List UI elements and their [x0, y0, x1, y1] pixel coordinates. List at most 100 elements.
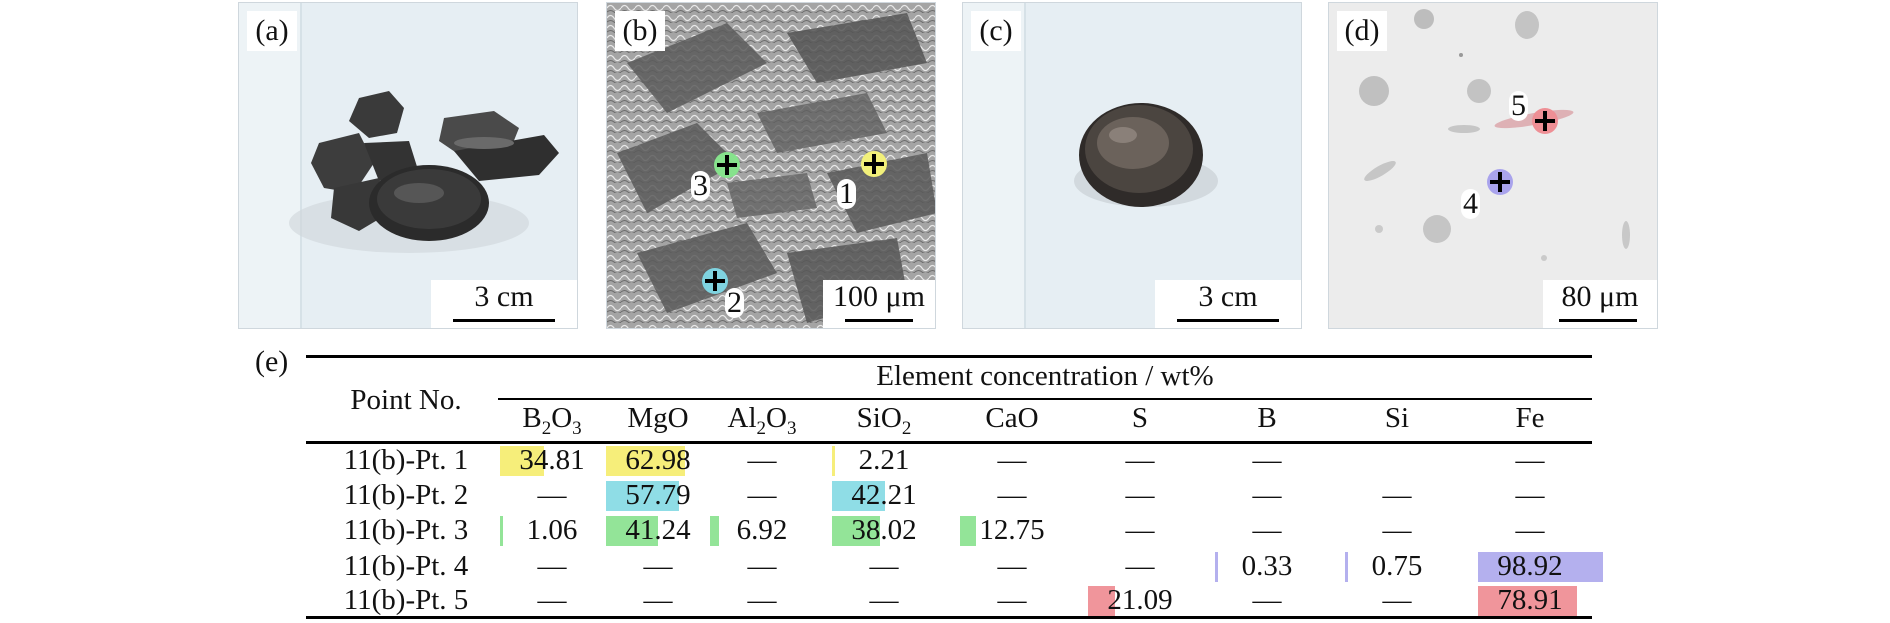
- table-bottom-rule: [306, 616, 1592, 619]
- row-header: Point No.: [350, 384, 462, 416]
- concentration-highlight: [832, 516, 880, 546]
- measure-point-1-marker: [861, 151, 887, 177]
- scale-line: [1559, 319, 1637, 322]
- concentration-highlight: [500, 446, 544, 476]
- concentration-highlight: [1215, 552, 1218, 582]
- concentration-highlight: [606, 481, 679, 511]
- measure-point-3-marker: [714, 152, 740, 178]
- scale-text: 100 μm: [833, 280, 925, 313]
- concentration-highlight: [500, 516, 503, 546]
- concentration-highlight: [1088, 586, 1115, 616]
- column-header: Si: [1337, 402, 1457, 435]
- measure-point-2-label: 2: [725, 286, 744, 319]
- table-cell: —: [1382, 479, 1412, 511]
- table-cell: [1337, 444, 1457, 476]
- table-cell: 78.91: [1497, 584, 1563, 616]
- table-cell: 12.75: [979, 514, 1045, 546]
- row-label: 11(b)-Pt. 2: [343, 479, 469, 511]
- concentration-highlight: [606, 516, 658, 546]
- subscript: 3: [786, 417, 797, 439]
- table-cell: —: [537, 479, 567, 511]
- table-cell: —: [1252, 479, 1282, 511]
- scale-bar: 3 cm: [1155, 280, 1301, 328]
- header-text: B: [1257, 402, 1277, 434]
- table-cell: 34.81: [519, 444, 585, 476]
- measure-point-5-marker: [1532, 108, 1558, 134]
- table-cell: 0.75: [1371, 550, 1423, 582]
- panel-label: (a): [247, 11, 297, 51]
- scale-line: [845, 319, 913, 322]
- table-cell: 41.24: [625, 514, 691, 546]
- column-header: Fe: [1470, 402, 1590, 435]
- measure-point-4-marker: [1487, 169, 1513, 195]
- group-header-rule: [498, 398, 1592, 400]
- panel-b: (b) 1 2 3 100 μm: [606, 2, 936, 329]
- table-cell: —: [1515, 514, 1545, 546]
- table-cell: —: [1125, 514, 1155, 546]
- panel-label: (c): [971, 11, 1021, 51]
- table-cell: —: [1252, 514, 1282, 546]
- panel-label: (b): [615, 11, 665, 51]
- column-header: SiO2: [824, 402, 944, 440]
- header-text: S: [1131, 402, 1149, 434]
- group-header: Element concentration / wt%: [876, 360, 1214, 392]
- row-label: 11(b)-Pt. 4: [343, 550, 469, 582]
- concentration-highlight: [1345, 552, 1348, 582]
- sem-micrograph-metal: [1329, 3, 1657, 328]
- concentration-highlight: [1478, 586, 1577, 616]
- row-label: 11(b)-Pt. 1: [343, 444, 469, 476]
- header-text: Al: [727, 402, 757, 434]
- measure-point-3-label: 3: [691, 169, 710, 202]
- table-cell: 21.09: [1107, 584, 1173, 616]
- alloy-ingot-photo: [963, 3, 1218, 328]
- table-cell: 98.92: [1497, 550, 1563, 582]
- scale-text: 3 cm: [1198, 280, 1258, 313]
- column-header: B2O3: [492, 402, 612, 440]
- concentration-highlight: [1478, 552, 1603, 582]
- concentration-highlight: [710, 516, 719, 546]
- table-cell: 38.02: [851, 514, 917, 546]
- table-cell: —: [643, 550, 673, 582]
- row-label: 11(b)-Pt. 5: [343, 584, 469, 616]
- table-cell: —: [1382, 584, 1412, 616]
- table-cell: —: [1125, 479, 1155, 511]
- header-text: Si: [1384, 402, 1410, 434]
- panel-c: (c) 3 cm: [962, 2, 1302, 329]
- scale-bar: 3 cm: [431, 280, 577, 328]
- measure-point-2-marker: [702, 268, 728, 294]
- scale-line: [1177, 319, 1279, 322]
- table-cell: —: [747, 479, 777, 511]
- column-header: S: [1080, 402, 1200, 435]
- table-cell: —: [537, 584, 567, 616]
- table-cell: —: [1252, 444, 1282, 476]
- table-label: (e): [255, 345, 289, 378]
- scale-text: 3 cm: [474, 280, 534, 313]
- table-cell: —: [997, 479, 1027, 511]
- header-text: SiO: [856, 402, 902, 434]
- table-cell: 1.06: [526, 514, 578, 546]
- table-cell: 2.21: [858, 444, 910, 476]
- table-cell: —: [1382, 514, 1412, 546]
- panel-label: (d): [1337, 11, 1387, 51]
- column-header: CaO: [952, 402, 1072, 435]
- concentration-highlight: [832, 481, 885, 511]
- measure-point-1-label: 1: [837, 177, 856, 210]
- panel-d: (d) 4 5 80 μm: [1328, 2, 1658, 329]
- concentration-highlight: [960, 516, 976, 546]
- table-cell: —: [997, 444, 1027, 476]
- slag-fragments-photo: [239, 3, 559, 328]
- table-cell: —: [869, 584, 899, 616]
- table-cell: —: [1515, 444, 1545, 476]
- table-cell: —: [1252, 584, 1282, 616]
- header-text: Fe: [1515, 402, 1545, 434]
- table-cell: —: [643, 584, 673, 616]
- subscript: 2: [756, 417, 767, 439]
- table-cell: —: [997, 550, 1027, 582]
- table-cell: 42.21: [851, 479, 917, 511]
- measure-point-5-label: 5: [1509, 89, 1528, 122]
- table-cell: —: [997, 584, 1027, 616]
- scale-text: 80 μm: [1561, 280, 1639, 313]
- subscript: 2: [541, 417, 552, 439]
- table-cell: —: [747, 550, 777, 582]
- header-text: MgO: [627, 402, 689, 434]
